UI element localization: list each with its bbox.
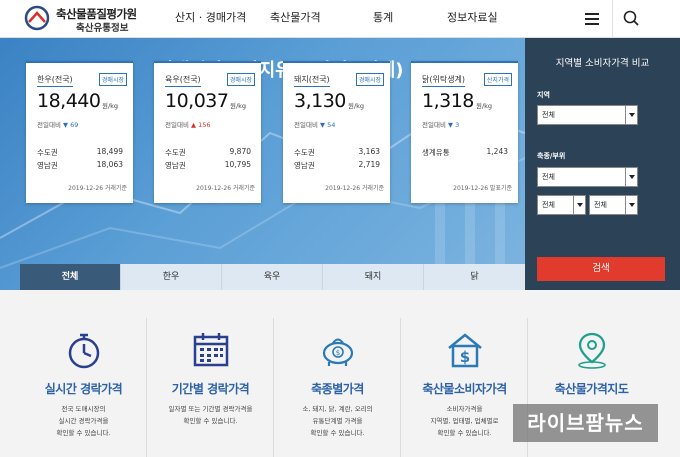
map-pin-icon — [578, 332, 606, 369]
card-row: 수도권 18,499 — [37, 147, 123, 157]
card-tag: 경매시장 — [226, 73, 255, 86]
card-price: 1,318 — [422, 90, 474, 112]
card-unit: 원/kg — [348, 102, 365, 110]
price-card-hanwoo[interactable]: 한우(전국) 경매시장 18,440 원/kg 전일대비 ▼ 69 수도권 18,… — [26, 61, 133, 203]
svg-text:$: $ — [460, 348, 470, 366]
tab-hanwoo[interactable]: 한우 — [121, 264, 222, 290]
card-row: 수도권 9,870 — [165, 147, 251, 157]
card-date: 2019-12-26 거래기준 — [325, 185, 384, 192]
nav-info-room[interactable]: 정보자료실 — [447, 11, 498, 24]
service-title: 축산물소비자가격 — [422, 382, 507, 396]
region-select[interactable]: 전체 — [537, 105, 638, 125]
region-label: 지역 — [537, 91, 550, 99]
calendar-icon — [193, 333, 229, 367]
piggy-bank-icon: $ — [322, 338, 354, 366]
search-button[interactable]: 검색 — [537, 257, 665, 281]
tab-all[interactable]: 전체 — [20, 264, 121, 290]
tab-yukwoo[interactable]: 육우 — [222, 264, 323, 290]
part-select-2[interactable]: 전체 — [589, 195, 638, 215]
chevron-down-icon — [625, 196, 637, 214]
nav-auction-price[interactable]: 산지 · 경매가격 — [175, 11, 247, 24]
logo-title: 축산물품질평가원 — [56, 7, 137, 21]
site-logo[interactable]: 축산물품질평가원 축산유통정보 — [24, 5, 164, 34]
price-card-yukwoo[interactable]: 육우(전국) 경매시장 10,037 원/kg 전일대비 ▲ 156 수도권 9,… — [154, 61, 261, 203]
consumer-price-panel: 지역별 소비자가격 비교 지역 전체 축종/부위 전체 전체 전체 검색 — [525, 38, 680, 290]
card-row: 생계유통 1,243 — [422, 147, 508, 157]
stopwatch-icon — [68, 333, 100, 369]
chevron-down-icon — [573, 196, 585, 214]
tab-pork[interactable]: 돼지 — [323, 264, 424, 290]
logo-mark-icon — [24, 5, 50, 31]
price-card-chicken[interactable]: 닭(위탁생계) 산지가격 1,318 원/kg 전일대비 ▼ 3 생계유통 1,2… — [411, 61, 518, 203]
service-title: 축산물가격지도 — [554, 382, 629, 396]
card-unit: 원/kg — [102, 102, 119, 110]
card-price: 3,130 — [294, 90, 346, 112]
card-row: 영남권 2,719 — [294, 160, 380, 170]
card-date: 2019-12-26 거래기준 — [68, 185, 127, 192]
service-title: 축종별가격 — [311, 382, 364, 396]
panel-title: 지역별 소비자가격 비교 — [555, 58, 650, 69]
price-card-pork[interactable]: 돼지(전국) 경매시장 3,130 원/kg 전일대비 ▼ 54 수도권 3,16… — [283, 61, 390, 203]
nav-statistics[interactable]: 통계 — [373, 11, 394, 24]
card-date: 2019-12-26 거래기준 — [196, 185, 255, 192]
card-change: 전일대비 ▼ 54 — [294, 121, 336, 129]
card-row: 영남권 10,795 — [165, 160, 251, 170]
card-name: 육우(전국) — [165, 74, 201, 87]
service-consumer-price[interactable]: $ 축산물소비자가격 소비자가격을 지역별, 업태별, 업체별로 확인할 수 있습니… — [401, 318, 528, 457]
card-name: 돼지(전국) — [294, 74, 330, 87]
part-select-1[interactable]: 전체 — [537, 195, 586, 215]
watermark: 라이브팜뉴스 — [513, 404, 658, 442]
service-desc: 소, 돼지, 닭, 계란, 오리의 유통단계별 가격을 확인할 수 있습니다. — [302, 405, 373, 437]
service-price-map[interactable]: 축산물가격지도 — [528, 318, 655, 457]
service-realtime-auction[interactable]: 실시간 경락가격 전국 도매시장의 실시간 경락가격을 확인할 수 있습니다. — [20, 318, 147, 457]
chevron-down-icon — [625, 168, 637, 186]
svg-text:$: $ — [336, 349, 340, 357]
site-header: 축산물품질평가원 축산유통정보 산지 · 경매가격 축산물가격 통계 정보자료실 — [0, 0, 680, 38]
card-price: 18,440 — [37, 90, 101, 112]
card-change: 전일대비 ▲ 156 — [165, 121, 211, 129]
card-change: 전일대비 ▼ 3 — [422, 121, 460, 129]
card-price: 10,037 — [165, 90, 229, 112]
category-tabs: 전체 한우 육우 돼지 닭 — [20, 264, 525, 290]
services-section: 실시간 경락가격 전국 도매시장의 실시간 경락가격을 확인할 수 있습니다. 기간… — [0, 290, 680, 457]
house-price-icon: $ — [448, 333, 482, 368]
card-tag: 경매시장 — [355, 73, 384, 86]
species-select[interactable]: 전체 — [537, 167, 638, 187]
card-row: 수도권 3,163 — [294, 147, 380, 157]
card-unit: 원/kg — [476, 102, 493, 110]
menu-icon[interactable] — [576, 0, 608, 38]
service-desc: 소비자가격을 지역별, 업태별, 업체별로 확인할 수 있습니다. — [430, 405, 499, 437]
card-date: 2019-12-26 발표기준 — [453, 185, 512, 192]
chevron-down-icon — [625, 106, 637, 124]
service-title: 기간별 경락가격 — [171, 382, 250, 396]
card-tag: 산지가격 — [483, 73, 512, 86]
service-desc: 전국 도매시장의 실시간 경락가격을 확인할 수 있습니다. — [56, 405, 111, 437]
search-icon[interactable] — [612, 0, 648, 38]
logo-subtitle: 축산유통정보 — [76, 23, 129, 34]
card-name: 한우(전국) — [37, 74, 73, 87]
card-unit: 원/kg — [230, 102, 247, 110]
card-name: 닭(위탁생계) — [422, 74, 466, 87]
card-change: 전일대비 ▼ 69 — [37, 121, 79, 129]
service-desc: 일자별 또는 기간별 경락가격을 확인할 수 있습니다. — [168, 405, 253, 425]
card-tag: 경매시장 — [98, 73, 127, 86]
tab-chicken[interactable]: 닭 — [424, 264, 525, 290]
service-title: 실시간 경락가격 — [44, 382, 123, 396]
service-species-price[interactable]: $ 축종별가격 소, 돼지, 닭, 계란, 오리의 유통단계별 가격을 확인할 수 … — [274, 318, 401, 457]
nav-livestock-price[interactable]: 축산물가격 — [270, 11, 321, 24]
service-period-auction[interactable]: 기간별 경락가격 일자별 또는 기간별 경락가격을 확인할 수 있습니다. — [147, 318, 274, 457]
card-row: 영남권 18,063 — [37, 160, 123, 170]
species-label: 축종/부위 — [537, 152, 566, 160]
